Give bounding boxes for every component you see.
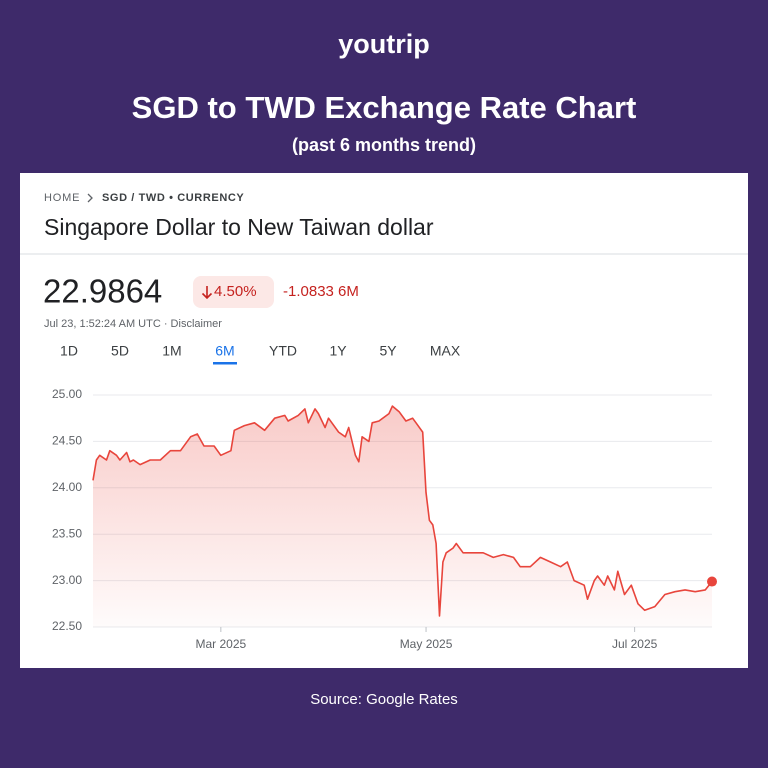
y-tick-label: 23.00: [52, 573, 82, 587]
breadcrumb-home[interactable]: HOME: [44, 192, 80, 204]
price: 22.9864: [43, 273, 162, 310]
y-tick-label: 23.50: [52, 526, 82, 540]
change-pct: 4.50%: [214, 283, 257, 300]
breadcrumb-current: SGD / TWD • CURRENCY: [102, 192, 244, 204]
rate-line: [92, 405, 713, 617]
heading: Singapore Dollar to New Taiwan dollar: [44, 214, 434, 240]
brand: youtrip: [338, 29, 430, 59]
range-tab[interactable]: MAX: [430, 343, 461, 359]
source: Source: Google Rates: [310, 691, 458, 708]
change-abs: -1.0833 6M: [283, 283, 359, 300]
range-tab[interactable]: 1M: [162, 343, 181, 359]
y-tick-label: 24.00: [52, 480, 82, 494]
range-tab[interactable]: 1Y: [329, 343, 347, 359]
y-tick-label: 25.00: [52, 387, 82, 401]
title: SGD to TWD Exchange Rate Chart: [132, 90, 637, 125]
range-tab[interactable]: 1D: [60, 343, 78, 359]
end-point: [707, 576, 717, 587]
subtitle: (past 6 months trend): [292, 135, 476, 155]
y-tick-label: 22.50: [52, 619, 82, 633]
area-fill: [93, 406, 712, 627]
range-tab[interactable]: YTD: [269, 343, 297, 359]
x-tick-label: Jul 2025: [612, 637, 658, 651]
range-tab[interactable]: 6M: [215, 343, 234, 359]
range-tab[interactable]: 5D: [111, 343, 129, 359]
x-tick-label: Mar 2025: [195, 637, 246, 651]
y-tick-label: 24.50: [52, 434, 82, 448]
down-arrow: [201, 286, 213, 300]
change-badge: [193, 276, 274, 308]
x-tick-label: May 2025: [400, 637, 453, 651]
breadcrumb-chevron: [87, 193, 93, 203]
range-tab-underline: [213, 362, 237, 365]
range-tab[interactable]: 5Y: [379, 343, 397, 359]
timestamp: Jul 23, 1:52:24 AM UTC · Disclaimer: [44, 318, 222, 330]
